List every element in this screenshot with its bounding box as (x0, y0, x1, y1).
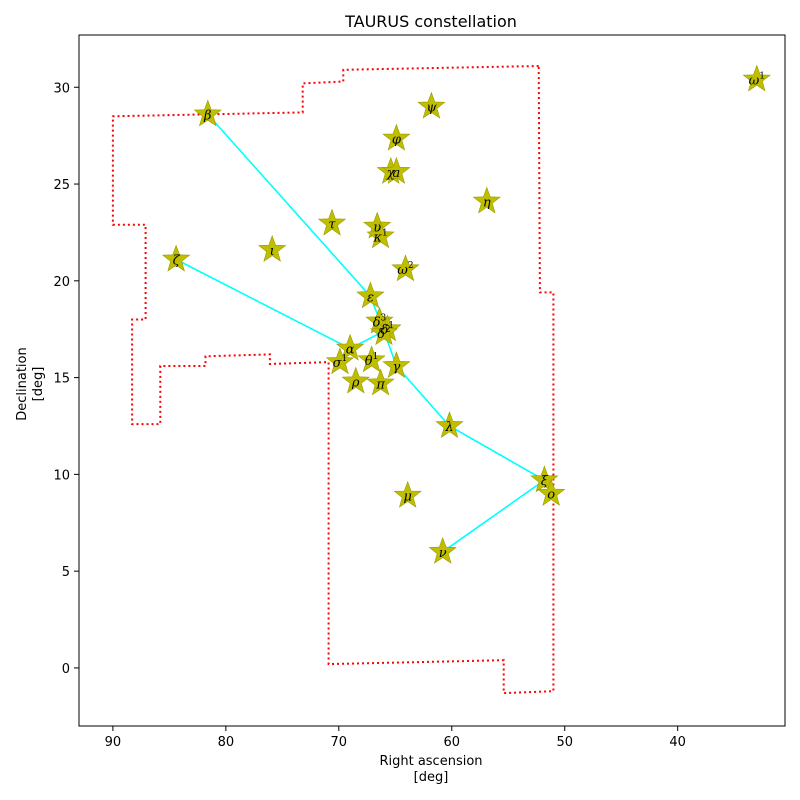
y-tick-label: 5 (62, 565, 70, 580)
star-marker (530, 465, 559, 493)
star-label: τ (328, 218, 336, 233)
star-label: o (547, 488, 555, 503)
star-marker (382, 156, 411, 184)
star-marker (366, 221, 395, 249)
star-marker (356, 281, 385, 309)
star-marker (161, 244, 191, 272)
star-marker (369, 318, 399, 346)
star-label: β (203, 108, 212, 123)
star-label: δ1 (381, 321, 395, 338)
star-label: ν (439, 546, 447, 561)
star-label: ε (367, 290, 374, 305)
y-tick-label: 30 (53, 81, 70, 96)
x-axis-label-line2: [deg] (414, 770, 449, 785)
star-label: π (375, 377, 385, 392)
star-label: a (393, 166, 401, 181)
star-label: υ (373, 221, 381, 236)
star-marker (537, 478, 566, 506)
x-tick-label: 70 (331, 735, 348, 750)
star-marker (366, 368, 395, 396)
star-label: χ (386, 166, 396, 181)
chart-title: TAURUS constellation (344, 12, 517, 31)
y-axis: 0 5 10 15 20 25 30 (53, 81, 79, 677)
x-tick-label: 90 (105, 735, 122, 750)
star-marker (341, 366, 370, 394)
star-marker (335, 333, 365, 361)
star-label: μ (403, 490, 411, 505)
star-marker (742, 64, 771, 92)
y-tick-label: 10 (53, 468, 70, 483)
star-marker (435, 411, 464, 439)
constellation-boundary (111, 65, 555, 695)
star-label: ζ (173, 254, 181, 269)
x-axis-label-line1: Right ascension (379, 754, 482, 769)
star-marker (193, 99, 222, 127)
star-label: δ2 (377, 325, 391, 342)
y-tick-label: 25 (53, 178, 70, 193)
star-label: φ (392, 133, 402, 148)
star-marker (428, 536, 457, 564)
star-label: η (483, 195, 491, 210)
y-axis-label-line2: [deg] (31, 367, 46, 402)
star-marker (382, 123, 411, 151)
star-label: σ1 (333, 354, 348, 371)
star-label: κ1 (372, 228, 387, 245)
x-tick-label: 80 (218, 735, 235, 750)
star-label: ι (270, 244, 275, 259)
plot-frame (78, 34, 786, 727)
y-tick-label: 15 (53, 372, 70, 387)
star-label: θ1 (365, 352, 379, 369)
star-label: ψ (426, 101, 437, 116)
star-marker (382, 351, 411, 379)
star-marker (393, 480, 422, 508)
x-tick-label: 60 (443, 735, 460, 750)
star-marker (391, 254, 420, 282)
star-marker (357, 345, 386, 373)
star-marker (325, 347, 355, 375)
y-tick-label: 20 (53, 275, 70, 290)
y-tick-label: 0 (62, 662, 70, 677)
star-marker (257, 234, 287, 262)
x-tick-label: 40 (669, 735, 686, 750)
star-marker (472, 186, 501, 214)
star-label: δ3 (373, 313, 387, 330)
star-label: γ (393, 360, 401, 375)
star-label: ω1 (749, 72, 765, 89)
star-label: ρ (351, 375, 360, 390)
star-label: α (346, 343, 355, 358)
star-label: ξ (541, 474, 549, 489)
star-label: ω2 (397, 261, 413, 278)
star-marker (417, 91, 446, 119)
x-axis: 90 80 70 60 50 40 (105, 726, 686, 750)
y-axis-label-line1: Declination (15, 347, 30, 421)
x-tick-label: 50 (556, 735, 573, 750)
star-label: λ (444, 420, 453, 435)
star-marker (317, 208, 347, 236)
